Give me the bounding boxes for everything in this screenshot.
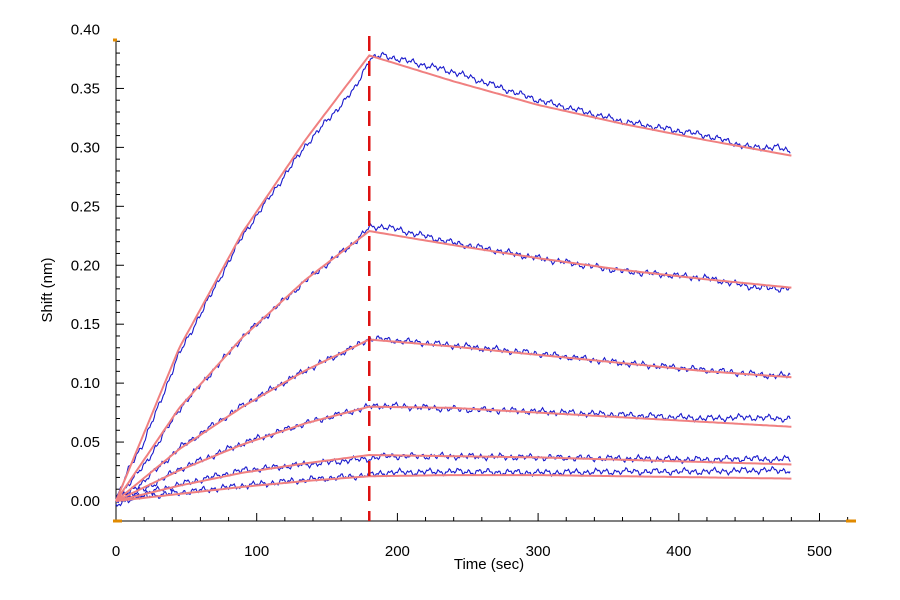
- axis-end-marks: [113, 38, 856, 523]
- raw-trace: [115, 51, 791, 502]
- fit-curves: [115, 54, 792, 502]
- y-tick-label: 0.15: [71, 316, 100, 333]
- fit-curve: [115, 54, 792, 502]
- y-tick-label: 0.05: [71, 434, 100, 451]
- fit-curve: [115, 405, 792, 502]
- x-tick-label: 400: [666, 543, 691, 560]
- y-tick-label: 0.35: [71, 80, 100, 97]
- x-tick-label: 300: [526, 543, 551, 560]
- y-tick-label: 0.30: [71, 139, 100, 156]
- x-axis-ticks: 0 100 200 300 400 500: [112, 513, 849, 560]
- raw-trace: [115, 465, 791, 507]
- fit-curve: [115, 453, 792, 502]
- x-tick-label: 200: [385, 543, 410, 560]
- x-tick-label: 100: [244, 543, 269, 560]
- y-tick-label: 0.00: [71, 493, 100, 510]
- y-axis-ticks: 0.00 0.05 0.10 0.15 0.20 0.25 0.30 0.35 0.40: [71, 22, 124, 510]
- x-tick-label: 500: [807, 543, 832, 560]
- y-axis-title: Shift (nm): [39, 257, 56, 322]
- raw-trace: [115, 401, 791, 503]
- x-tick-label: 0: [112, 543, 120, 560]
- fit-curve: [115, 474, 792, 502]
- fit-curve: [115, 338, 792, 502]
- y-tick-label: 0.20: [71, 257, 100, 274]
- y-tick-label: 0.25: [71, 198, 100, 215]
- x-axis-title: Time (sec): [454, 556, 524, 573]
- y-tick-label: 0.40: [71, 22, 100, 39]
- axes: 0 100 200 300 400 500 0.00 0.05 0.10 0.15 0.20 0.2…: [71, 22, 856, 560]
- fit-curve: [115, 230, 792, 502]
- y-tick-label: 0.10: [71, 375, 100, 392]
